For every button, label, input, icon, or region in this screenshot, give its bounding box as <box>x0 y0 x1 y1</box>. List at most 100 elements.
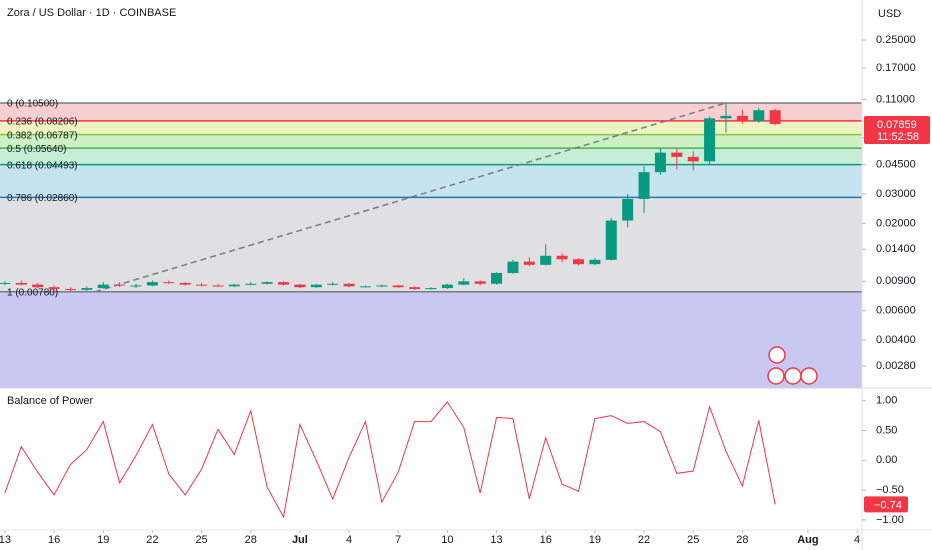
candle-body <box>32 284 44 288</box>
fib-zone <box>0 148 862 165</box>
x-tick-label: Aug <box>797 534 818 546</box>
candle-body <box>146 282 158 286</box>
fib-zone <box>0 103 862 121</box>
x-tick-label: 19 <box>97 534 109 546</box>
currency[interactable]: USD <box>878 8 901 20</box>
last-value-box <box>864 496 908 513</box>
candle-body <box>540 255 552 265</box>
last-price: 0.07859 <box>877 119 917 131</box>
x-tick-label: 25 <box>687 534 699 546</box>
candle-body <box>359 286 371 288</box>
candle-body <box>179 282 191 285</box>
x-tick-label: 22 <box>638 534 650 546</box>
candle-body <box>228 284 240 287</box>
fib-zone <box>0 197 862 292</box>
fib-zone <box>0 164 862 198</box>
candle-body <box>130 285 142 287</box>
fib-label: 0.786 (0.02860) <box>7 193 78 204</box>
candle-body <box>556 255 568 260</box>
fib-label: 0 (0.10500) <box>7 99 58 110</box>
x-tick-label: 25 <box>195 534 207 546</box>
candle-body <box>704 118 716 162</box>
candle-body <box>425 288 437 290</box>
fib-label: 0.382 (0.06787) <box>7 130 78 141</box>
candle-body <box>343 283 355 287</box>
y-tick-label: −0.50 <box>876 484 904 496</box>
candle-body <box>491 272 503 284</box>
y-tick-label: 0.11000 <box>876 94 915 106</box>
y-tick-label: 0.03000 <box>876 188 916 200</box>
x-tick-label: 28 <box>736 534 748 546</box>
fib-zone <box>0 134 862 149</box>
candle-body <box>474 281 486 284</box>
x-tick-label: 4 <box>346 534 352 546</box>
candle-body <box>622 198 634 221</box>
candle-body <box>736 115 748 121</box>
y-tick-label: 1.00 <box>876 395 897 407</box>
last-price-box <box>864 116 930 145</box>
y-tick-label: 0.02000 <box>876 217 916 229</box>
candle-body <box>769 110 781 125</box>
bop-line <box>4 401 776 519</box>
candle-body <box>507 261 519 273</box>
fib-label: 0.236 (0.08206) <box>7 117 78 128</box>
x-tick-label: 13 <box>490 534 502 546</box>
fib-label: 1 (0.00780) <box>7 287 58 298</box>
candle-body <box>687 156 699 162</box>
y-tick-label: 0.50 <box>876 424 897 436</box>
x-tick-label: 16 <box>48 534 60 546</box>
y-tick-label: 0.00600 <box>876 305 916 317</box>
candle-body <box>278 282 290 285</box>
y-tick-label: −1.00 <box>876 514 904 526</box>
candle-body <box>81 288 93 290</box>
plot: 0 (0.10500) 0.236 (0.08206) 0.382 (0.06787… <box>0 99 862 519</box>
candle-body <box>261 282 273 284</box>
candle-body <box>720 115 732 119</box>
candle-body <box>310 284 322 288</box>
x-tick-label: 16 <box>540 534 552 546</box>
candle-body <box>441 284 453 289</box>
x-tick-label: 22 <box>146 534 158 546</box>
candle-body <box>638 172 650 199</box>
candle-body <box>458 281 470 285</box>
fib-label: 0.5 (0.05640) <box>7 144 67 155</box>
last-value: −0.74 <box>874 499 902 511</box>
candle-body <box>48 287 60 289</box>
y-tick-label: 0.00900 <box>876 275 916 287</box>
event-icons <box>767 346 818 385</box>
x-tick-label: 19 <box>589 534 601 546</box>
fib-zone <box>0 291 862 388</box>
x-tick-label: 13 <box>0 534 11 546</box>
candle-body <box>523 261 535 265</box>
y-tick-label: 0.25000 <box>876 34 916 46</box>
candle-body <box>0 282 11 284</box>
x-tick-label: Jul <box>292 534 308 546</box>
candle-body <box>327 283 339 285</box>
countdown: 11:52:58 <box>877 131 919 143</box>
candle-body <box>409 287 421 289</box>
candle-body <box>163 282 175 284</box>
x-tick-label: 10 <box>441 534 453 546</box>
candle-body <box>572 259 584 265</box>
candle-body <box>671 152 683 157</box>
chart-title: Zora / US Dollar · 1D · COINBASE <box>7 7 176 19</box>
x-tick-label: 7 <box>395 534 401 546</box>
x-tick-label: 4 <box>854 534 860 546</box>
candle-body <box>114 284 126 286</box>
y-tick-label: 0.01400 <box>876 243 916 255</box>
y-tick-label: 0.17000 <box>876 62 916 74</box>
candle-body <box>589 259 601 265</box>
candle-body <box>654 152 666 173</box>
fib-label: 0.618 (0.04493) <box>7 160 78 171</box>
y-tick-label: 0.00 <box>876 454 897 466</box>
candle-body <box>294 284 306 288</box>
y-tick-label: 0.00400 <box>876 334 916 346</box>
y-tick-label: 0.00280 <box>876 360 916 372</box>
candle-body <box>376 285 388 287</box>
candle-body <box>64 288 76 290</box>
candle-body <box>605 220 617 260</box>
candle-body <box>15 282 27 285</box>
candle-body <box>212 285 224 287</box>
candle-body <box>753 110 765 121</box>
